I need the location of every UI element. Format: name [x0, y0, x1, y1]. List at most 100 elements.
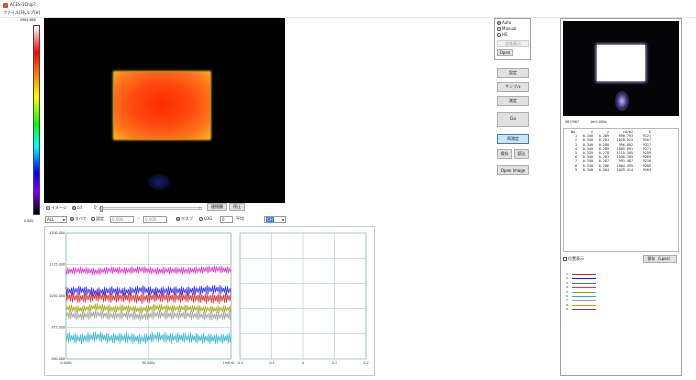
series-line	[65, 303, 232, 314]
legend-label: 6	[566, 294, 568, 298]
table-cell: 6	[574, 155, 577, 160]
open-button[interactable]: Open	[497, 49, 513, 56]
mode-manual[interactable]: Manual	[497, 27, 517, 31]
preview-bright-region	[597, 45, 645, 81]
y-tick-label: 900.000	[51, 357, 65, 361]
table-row[interactable]: 4 0.340 0.289 1009.891 9271	[566, 147, 652, 151]
table-cell: 0.340	[582, 159, 593, 164]
legend-label: 4	[566, 285, 568, 290]
table-cell: 9269	[642, 155, 651, 160]
mode-hs[interactable]: HS	[497, 33, 508, 37]
legend-swatch	[572, 278, 596, 280]
range-all-option[interactable]: すべて	[70, 217, 87, 221]
radio-cd-icon	[72, 206, 76, 210]
legend-swatch	[572, 274, 596, 275]
save-button[interactable]: 保存	[497, 149, 512, 159]
ch-select[interactable]: CH ▼	[264, 216, 286, 223]
go-button[interactable]: Go	[497, 112, 529, 127]
table-row[interactable]: 5 0.339 0.278 1115.305 9259	[566, 151, 652, 155]
line-chart: 1200.000 1125.000 1050.000 975.000 900.0000.…	[49, 231, 234, 365]
load-button[interactable]: 読込	[514, 149, 529, 159]
zoom-slider-thumb[interactable]	[100, 206, 103, 212]
zoom-slider[interactable]	[99, 206, 202, 212]
max-value-text: 0.000	[145, 217, 157, 222]
table-row[interactable]: 8 0.340 0.286 1004.495 9209	[566, 164, 652, 168]
legend-label: 5	[566, 289, 568, 294]
stop-button[interactable]: 停止	[229, 203, 245, 211]
range-set-label: 設定	[96, 216, 104, 221]
slider-arrow-icon[interactable]: ›	[199, 205, 201, 210]
legend-label: 3	[566, 280, 568, 285]
min-value-text: 0.000	[112, 217, 124, 222]
legend-item: 3	[566, 281, 626, 285]
range-all-label: すべて	[75, 216, 87, 221]
measurement-table-box[interactable]: No. x y cd/m2 K 1 0.340 0.289 990.793 9121 2 0…	[563, 128, 679, 252]
range-set-option[interactable]: 設定	[91, 217, 104, 221]
app-icon	[3, 3, 8, 8]
remeasure-button[interactable]: 再測定	[497, 134, 529, 144]
table-cell: 1028.023	[616, 138, 633, 143]
col-cd: cd/m2	[622, 130, 633, 134]
elapsed-time: 1m0.000s	[590, 120, 607, 124]
scale-b-label: ホスブ	[181, 216, 193, 221]
x-tick-label: 0	[302, 361, 304, 365]
legend-label: 8	[566, 302, 568, 307]
scale-b-option[interactable]: ホスブ	[176, 217, 193, 221]
table-row[interactable]: 6 0.340 0.283 1056.785 9269	[566, 155, 652, 159]
mode-auto-label: Auto	[502, 20, 512, 25]
camera-preview[interactable]	[563, 21, 679, 116]
mode-auto[interactable]: Auto	[497, 21, 511, 25]
col-k: K	[648, 130, 651, 134]
min-value-field[interactable]: 0.000	[110, 216, 134, 223]
table-cell: 0.286	[598, 163, 609, 168]
radio-cd-option[interactable]: cd	[72, 206, 82, 210]
legend-label: 2	[566, 276, 568, 281]
menu-help[interactable]: ヘルプ(H)	[22, 10, 41, 15]
col-x: x	[590, 130, 593, 134]
table-cell: 4	[574, 146, 577, 151]
continuous-capture-button[interactable]: 連続撮	[207, 203, 227, 211]
table-row[interactable]: 2 0.340 0.281 1028.023 9267	[566, 138, 652, 142]
radio-image-option[interactable]: イメージ	[46, 206, 67, 210]
average-label: 平均	[236, 216, 244, 221]
range-set-radio-icon	[91, 217, 95, 221]
thermal-image[interactable]	[44, 18, 285, 203]
table-cell: 9271	[642, 146, 651, 151]
y-tick-label: 975.000	[51, 326, 65, 330]
scale-log-option[interactable]: LOG	[199, 217, 212, 221]
sample-button[interactable]: サンプル	[497, 82, 529, 92]
table-cell: 990.793	[618, 134, 633, 139]
average-count-field[interactable]: 0	[220, 216, 233, 223]
mode-auto-radio-icon	[497, 21, 501, 25]
position-display-option[interactable]: 位置表示	[563, 257, 584, 261]
hot-region	[114, 72, 210, 139]
table-cell: 9267	[642, 138, 651, 143]
save-lpos-button[interactable]: 保存（Lpos）	[643, 255, 677, 263]
ch-select-value: CH	[266, 217, 274, 222]
max-value-field[interactable]: 0.000	[143, 216, 167, 223]
measure-button[interactable]: 測定	[497, 96, 529, 106]
menu-file[interactable]: ファイル(F)	[3, 10, 25, 15]
table-cell: 0.289	[598, 146, 609, 151]
open-image-button[interactable]: Open Image	[497, 165, 529, 175]
legend-label: 1	[566, 272, 568, 276]
settings-button[interactable]: 設定	[497, 68, 529, 78]
table-cell: 0.339	[582, 151, 593, 156]
position-display-checkbox[interactable]	[563, 257, 567, 261]
table-cell: 9209	[642, 163, 651, 168]
table-cell: 0.288	[598, 142, 609, 147]
table-row[interactable]: 3 0.340 0.288 996.682 9317	[566, 143, 652, 147]
table-row[interactable]: 9 0.340 0.284 1029.414 9264	[566, 168, 652, 172]
legend-item: 4	[566, 285, 626, 289]
x-tick-label: 0.2	[363, 361, 368, 365]
legend-label: 9	[566, 307, 568, 312]
series-line	[65, 291, 232, 304]
table-row[interactable]: 7 0.340 0.287 993.407 9216	[566, 159, 652, 163]
mode-hs-label: HS	[502, 32, 508, 37]
table-cell: 0.340	[582, 163, 593, 168]
table-row[interactable]: 1 0.340 0.289 990.793 9121	[566, 134, 652, 138]
colorbar-min-label: 0.000	[24, 219, 34, 223]
table-cell: 0.278	[598, 151, 609, 156]
channel-select[interactable]: ALL ▼	[45, 216, 67, 223]
measurement-table: No. x y cd/m2 K 1 0.340 0.289 990.793 9121 2 0…	[566, 130, 652, 172]
